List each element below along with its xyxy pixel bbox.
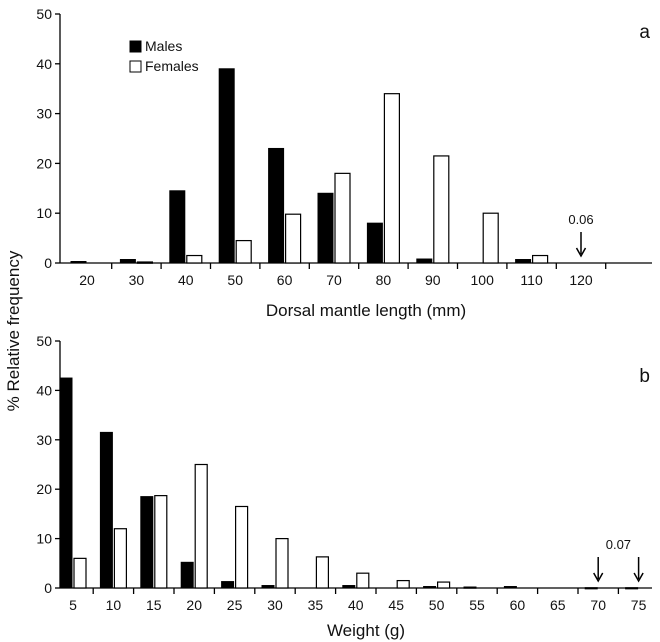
x-tick-label-b: 50 (429, 597, 445, 613)
annotation-arrowhead-b (593, 572, 604, 583)
y-tick-label-a: 50 (36, 6, 52, 22)
bar-males-a (317, 192, 334, 264)
bar-males-a (218, 68, 235, 264)
x-axis-title-b: Weight (g) (327, 621, 405, 640)
bar-females-a (482, 212, 499, 264)
bar-females-b (235, 505, 249, 589)
bar-males-b (140, 496, 154, 589)
bar-males-a (366, 222, 383, 264)
x-axis-title-a: Dorsal mantle length (mm) (266, 301, 466, 320)
x-tick-label-b: 75 (631, 597, 647, 613)
y-tick-label-b: 30 (36, 432, 52, 448)
bar-females-a (186, 254, 203, 264)
bar-females-a (433, 155, 450, 264)
y-tick-label-a: 0 (44, 255, 52, 271)
bar-males-b (59, 377, 73, 589)
bar-females-b (396, 579, 410, 589)
y-tick-label-b: 10 (36, 531, 52, 547)
panel-label-b: b (639, 366, 650, 387)
legend-swatch-males (129, 40, 142, 53)
y-tick-label-b: 40 (36, 382, 52, 398)
x-tick-label-a: 20 (79, 272, 95, 288)
x-tick-label-a: 30 (129, 272, 145, 288)
x-tick-label-a: 110 (520, 272, 543, 288)
bar-females-a (136, 261, 153, 264)
x-tick-label-b: 10 (106, 597, 122, 613)
x-tick-label-b: 5 (69, 597, 77, 613)
x-tick-label-b: 15 (146, 597, 162, 613)
legend-label-females: Females (145, 58, 199, 74)
x-tick-label-b: 60 (510, 597, 526, 613)
bar-females-a (235, 239, 252, 264)
bar-females-a (334, 172, 351, 264)
bar-females-b (113, 528, 128, 589)
bar-males-b (423, 586, 437, 589)
bar-females-b (194, 463, 208, 589)
bar-females-b (437, 581, 451, 589)
bar-females-b (275, 537, 289, 589)
bar-males-a (268, 147, 285, 264)
bar-males-b (180, 561, 194, 589)
bar-females-a (285, 213, 302, 264)
bar-females-b (154, 495, 168, 589)
x-tick-label-b: 20 (186, 597, 202, 613)
x-tick-label-a: 90 (425, 272, 441, 288)
bar-males-b (625, 587, 639, 590)
bar-males-a (416, 258, 433, 264)
bar-males-b (463, 586, 477, 589)
bar-males-b (503, 586, 517, 589)
y-tick-label-b: 20 (36, 481, 52, 497)
y-tick-label-a: 20 (36, 155, 52, 171)
y-tick-label-a: 40 (36, 56, 52, 72)
legend: Males Females (129, 38, 199, 74)
panel-a: 0 10 20 30 40 50 20 30 40 50 60 70 80 90 100 110 120 Dors… (36, 6, 652, 320)
x-tick-label-b: 35 (308, 597, 324, 613)
panel-label-a: a (639, 22, 650, 43)
bar-females-b (73, 557, 87, 589)
x-tick-label-b: 25 (227, 597, 243, 613)
x-tick-label-b: 70 (590, 597, 606, 613)
y-tick-label-a: 30 (36, 106, 52, 122)
bar-females-b (315, 556, 329, 589)
x-tick-label-a: 50 (227, 272, 243, 288)
bar-males-a (169, 190, 186, 264)
legend-label-males: Males (145, 38, 182, 54)
annotation-value-a: 0.06 (568, 212, 593, 227)
x-tick-label-a: 70 (326, 272, 342, 288)
bar-females-a (531, 254, 549, 264)
annotation-arrowhead-a (575, 247, 587, 258)
x-tick-label-b: 55 (469, 597, 485, 613)
x-tick-label-a: 80 (376, 272, 392, 288)
bar-males-b (221, 581, 235, 589)
bar-males-a (515, 259, 532, 264)
y-axis-title: % Relative frequency (4, 250, 23, 411)
y-tick-label-b: 0 (44, 580, 52, 596)
bar-males-b (99, 431, 113, 589)
x-tick-label-b: 65 (550, 597, 566, 613)
bar-males-b (584, 587, 598, 590)
x-tick-label-a: 60 (277, 272, 293, 288)
bar-males-b (342, 585, 356, 589)
x-tick-label-a: 100 (471, 272, 495, 288)
x-tick-label-b: 45 (388, 597, 404, 613)
y-tick-label-a: 10 (36, 205, 52, 221)
x-tick-label-b: 30 (267, 597, 283, 613)
bar-females-b (356, 572, 370, 589)
bar-males-a (119, 259, 136, 264)
bar-males-b (261, 585, 275, 589)
annotation-arrowhead-b (633, 572, 644, 583)
panel-b: 0 10 20 30 40 50 5 10 15 20 25 30 35 40 45 50 55 60 65 70 75… (36, 333, 652, 640)
y-tick-label-b: 50 (36, 333, 52, 349)
x-tick-label-b: 40 (348, 597, 364, 613)
x-tick-label-a: 40 (178, 272, 194, 288)
legend-swatch-females (129, 60, 142, 73)
x-tick-label-a: 120 (569, 272, 593, 288)
annotation-value-b: 0.07 (606, 537, 631, 552)
bar-females-a (383, 93, 400, 264)
bar-males-a (70, 261, 87, 264)
